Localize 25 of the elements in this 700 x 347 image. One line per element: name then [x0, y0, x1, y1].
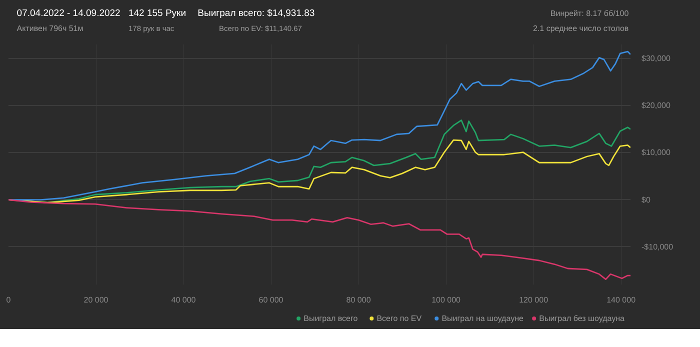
legend-label: Выиграл без шоудауна [539, 314, 626, 323]
y-tick-label: $10,000 [642, 148, 671, 158]
text: Винрейт: 8.17 бб/100 [550, 9, 630, 18]
y-tick-label: $30,000 [642, 54, 671, 64]
legend-label: Выиграл на шоудауне [442, 314, 524, 323]
y-tick-label: $20,000 [642, 101, 671, 110]
chart-subtitle: Активен 796ч 51м [16, 24, 84, 33]
x-tick-label: 140 000 [606, 296, 636, 304]
x-tick-label: 20 000 [84, 296, 109, 304]
legend-label: Всего по EV [376, 314, 422, 323]
line-series [8, 50, 630, 200]
y-tick-label: -$10,000 [642, 242, 674, 252]
text: 2.1 среднее число столов [533, 24, 629, 33]
y-tick-label: $0 [642, 195, 651, 204]
text: Выиграл всего: $14,931.83 [198, 8, 315, 19]
text: 142 155 Руки [128, 8, 186, 19]
line-series [8, 199, 630, 280]
legend-label: Выиграл всего [304, 314, 358, 323]
x-tick-label: 40 000 [171, 296, 196, 304]
x-tick-label: 60 000 [258, 296, 284, 304]
x-tick-label: 120 000 [519, 296, 549, 304]
x-tick-label: 100 000 [432, 296, 462, 304]
x-tick-label: 0 [6, 296, 12, 304]
chart-title: 07.04.2022 - 14.09.2022 [16, 8, 120, 19]
x-tick-label: 80 000 [346, 296, 372, 304]
